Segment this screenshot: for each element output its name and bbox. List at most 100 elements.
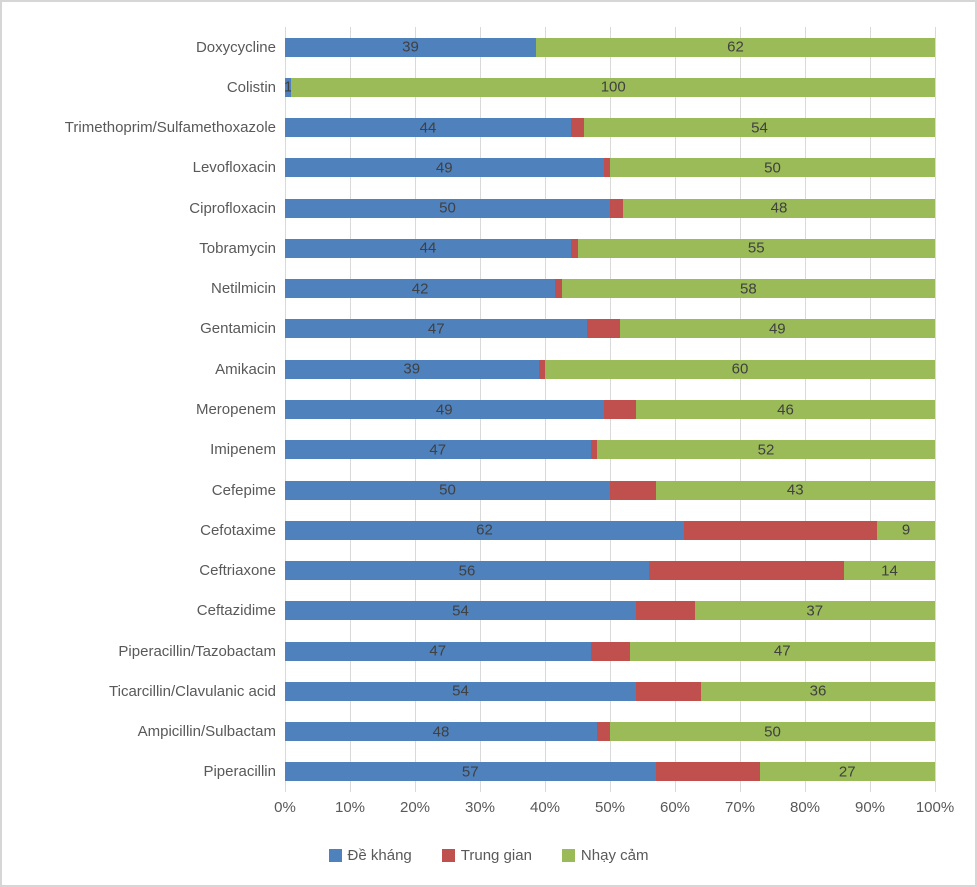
bar-segment-resistant: 39 bbox=[285, 359, 539, 379]
bar-segment-intermediate bbox=[590, 440, 597, 460]
category-label: Doxycycline bbox=[195, 38, 276, 56]
category-label: Ciprofloxacin bbox=[189, 199, 276, 217]
stacked-bar: 56 14 bbox=[285, 561, 935, 581]
bar-segment-susceptible: 50 bbox=[610, 722, 935, 742]
bar-row: 48 50 bbox=[285, 712, 935, 752]
bar-segment-resistant: 49 bbox=[285, 158, 604, 178]
bar-segment-intermediate bbox=[603, 400, 636, 420]
bar-segment-intermediate bbox=[571, 238, 578, 258]
category-label: Meropenem bbox=[195, 401, 276, 419]
bar-row: 47 47 bbox=[285, 631, 935, 671]
bar-segment-resistant: 44 bbox=[285, 238, 571, 258]
legend-item: Đề kháng bbox=[328, 847, 412, 864]
bar-row: 49 46 bbox=[285, 389, 935, 429]
data-label: 62 bbox=[727, 38, 744, 56]
x-tick-label: 50% bbox=[594, 799, 626, 816]
bar-segment-resistant: 50 bbox=[285, 198, 610, 218]
bar-segment-resistant: 39 bbox=[285, 37, 536, 57]
category-label: Cefepime bbox=[211, 481, 276, 499]
bar-segment-resistant: 42 bbox=[285, 279, 556, 299]
data-label: 42 bbox=[411, 280, 429, 298]
bar-segment-intermediate bbox=[684, 520, 878, 540]
bar-segment-susceptible: 14 bbox=[844, 561, 935, 581]
data-label: 47 bbox=[427, 320, 445, 338]
category-label: Imipenem bbox=[210, 441, 276, 459]
bar-segment-intermediate bbox=[555, 279, 562, 299]
data-label: 54 bbox=[452, 682, 469, 700]
bar-row: 62 9 bbox=[285, 510, 935, 550]
stacked-bar: 50 48 bbox=[285, 198, 935, 218]
data-label: 52 bbox=[757, 441, 775, 459]
bar-segment-intermediate bbox=[649, 561, 844, 581]
category-label: Ampicillin/Sulbactam bbox=[137, 723, 276, 741]
bar-segment-susceptible: 55 bbox=[577, 238, 935, 258]
x-tick-label: 30% bbox=[464, 799, 496, 816]
bar-segment-susceptible: 58 bbox=[561, 279, 935, 299]
bar-segment-susceptible: 47 bbox=[629, 641, 935, 661]
bar-segment-susceptible: 9 bbox=[877, 520, 935, 540]
bar-row: 47 52 bbox=[285, 430, 935, 470]
stacked-bar: 39 60 bbox=[285, 359, 935, 379]
bar-segment-intermediate bbox=[587, 319, 620, 339]
data-label: 55 bbox=[747, 239, 765, 257]
bar-segment-resistant: 50 bbox=[285, 480, 610, 500]
data-label: 14 bbox=[881, 562, 898, 580]
stacked-bar: 48 50 bbox=[285, 722, 935, 742]
stacked-bar: 1 100 bbox=[284, 77, 935, 97]
data-label: 46 bbox=[777, 401, 794, 419]
stacked-bar: 54 36 bbox=[285, 681, 935, 701]
data-label: 47 bbox=[773, 642, 791, 660]
x-tick-label: 90% bbox=[854, 799, 886, 816]
bar-row: 54 36 bbox=[285, 671, 935, 711]
data-label: 49 bbox=[768, 320, 786, 338]
category-label: Piperacillin bbox=[203, 763, 276, 781]
x-tick-label: 70% bbox=[724, 799, 756, 816]
bar-segment-intermediate bbox=[603, 158, 610, 178]
data-label: 47 bbox=[429, 441, 447, 459]
x-tick-label: 20% bbox=[399, 799, 431, 816]
data-label: 36 bbox=[809, 682, 827, 700]
category-label: Levofloxacin bbox=[192, 159, 276, 177]
bar-segment-susceptible: 60 bbox=[545, 359, 935, 379]
stacked-bar: 57 27 bbox=[285, 762, 935, 782]
data-label: 44 bbox=[419, 119, 437, 137]
stacked-bar: 49 46 bbox=[285, 400, 935, 420]
bar-segment-intermediate bbox=[597, 722, 610, 742]
bar-rows: 39 62 1 100 44 54 49 50 50 48 44 55 42 58 47 49 39 60 49 46… bbox=[284, 27, 935, 792]
bar-segment-intermediate bbox=[590, 641, 630, 661]
legend-item: Trung gian bbox=[441, 847, 532, 864]
bar-segment-susceptible: 52 bbox=[597, 440, 935, 460]
bar-segment-resistant: 54 bbox=[285, 601, 636, 621]
data-label: 56 bbox=[458, 562, 476, 580]
bar-row: 47 49 bbox=[285, 309, 935, 349]
legend-item: Nhạy cảm bbox=[561, 847, 648, 864]
legend-label: Đề kháng bbox=[347, 847, 412, 864]
bar-segment-intermediate bbox=[610, 480, 656, 500]
stacked-bar: 44 55 bbox=[285, 238, 935, 258]
x-tick-label: 100% bbox=[915, 799, 955, 816]
bar-segment-resistant: 47 bbox=[285, 319, 588, 339]
x-tick-label: 80% bbox=[789, 799, 821, 816]
bar-segment-resistant: 47 bbox=[285, 641, 591, 661]
data-label: 57 bbox=[461, 763, 479, 781]
data-label: 50 bbox=[764, 159, 781, 177]
category-label: Amikacin bbox=[215, 360, 276, 378]
category-label: Ceftazidime bbox=[196, 602, 276, 620]
data-label: 27 bbox=[838, 763, 856, 781]
stacked-bar: 44 54 bbox=[285, 118, 935, 138]
bar-segment-resistant: 56 bbox=[285, 561, 649, 581]
stacked-bar: 39 62 bbox=[285, 37, 935, 57]
data-label: 9 bbox=[901, 521, 911, 539]
category-label: Cefotaxime bbox=[200, 521, 276, 539]
stacked-bar: 47 49 bbox=[285, 319, 935, 339]
bar-segment-susceptible: 49 bbox=[619, 319, 935, 339]
data-label: 54 bbox=[452, 602, 469, 620]
bar-segment-intermediate bbox=[636, 681, 701, 701]
bar-segment-resistant: 62 bbox=[285, 520, 684, 540]
stacked-bar: 49 50 bbox=[285, 158, 935, 178]
category-label: Colistin bbox=[226, 78, 276, 96]
data-label: 43 bbox=[786, 481, 804, 499]
data-label: 37 bbox=[806, 602, 824, 620]
category-label: Netilmicin bbox=[210, 280, 276, 298]
x-tick-label: 0% bbox=[274, 799, 296, 816]
